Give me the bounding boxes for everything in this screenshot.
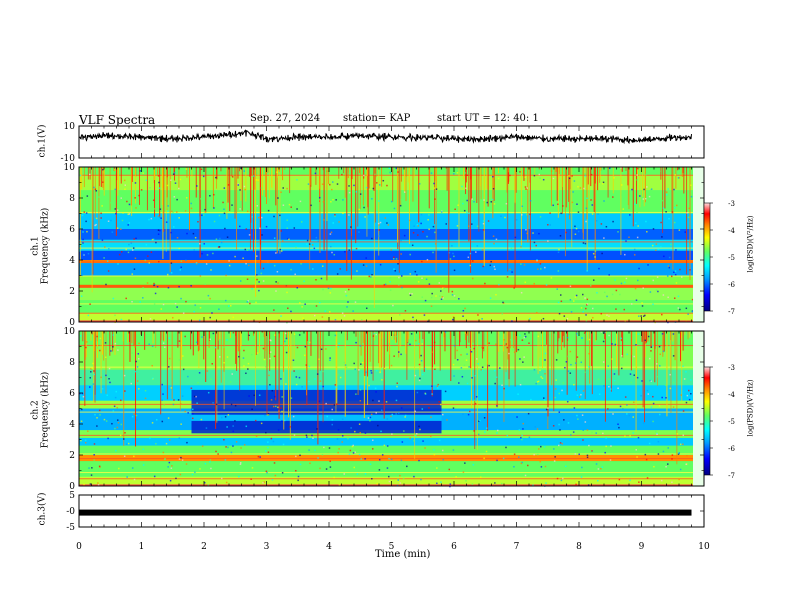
xtick-label: 8 — [576, 542, 582, 552]
ytick-label: 6 — [69, 225, 75, 235]
ytick-label: 4 — [69, 256, 75, 266]
colorbar-tick-label: -6 — [728, 281, 735, 289]
xtick-label: 0 — [76, 542, 82, 552]
x-axis-label: Time (min) — [375, 549, 431, 560]
xtick-label: 5 — [389, 542, 395, 552]
colorbar-ticks: -3 -4 -5 -6 -7 -3 -4 -5 -6 -7 — [710, 200, 736, 480]
colorbar-ch2 — [703, 366, 711, 476]
colorbar-tick-label: -7 — [728, 308, 735, 316]
colorbar-tick-label: -5 — [728, 254, 735, 262]
ytick-label: 2 — [69, 287, 75, 297]
header-date: Sep. 27, 2024 — [250, 113, 321, 124]
chart-title: VLF Spectra — [79, 113, 156, 127]
colorbar-tick-label: -6 — [728, 445, 735, 453]
spectrogram-ch1 — [79, 167, 704, 324]
ytick-label: 0 — [69, 482, 75, 492]
ytick-label: 0 — [69, 318, 75, 328]
ytick-label: 8 — [69, 194, 75, 204]
ytick-label: 10 — [64, 163, 76, 173]
colorbar-ch1 — [703, 202, 711, 312]
ch1-trace — [78, 129, 692, 145]
xtick-label: 7 — [514, 542, 520, 552]
ch3-trace — [79, 509, 692, 516]
ytick-label: 2 — [69, 451, 75, 461]
colorbar-tick-label: -4 — [728, 227, 735, 235]
ytick-label: 4 — [69, 420, 75, 430]
xtick-label: 1 — [139, 542, 145, 552]
xtick-label: 10 — [698, 542, 710, 552]
ytick-label: 10 — [64, 327, 76, 337]
xtick-label: 6 — [451, 542, 457, 552]
colorbar-tick-label: -4 — [728, 391, 735, 399]
xtick-label: 4 — [326, 542, 332, 552]
ytick-label: -5 — [66, 523, 75, 533]
colorbar-tick-label: -7 — [728, 472, 735, 480]
xtick-label: 2 — [201, 542, 207, 552]
ytick-label: 5 — [69, 491, 75, 501]
header-start-ut: start UT = 12: 40: 1 — [437, 113, 539, 124]
ytick-label: 10 — [64, 122, 76, 132]
xtick-label: 3 — [264, 542, 270, 552]
waveform-ch3 — [79, 509, 692, 516]
colorbar-tick-label: -3 — [728, 200, 735, 208]
ytick-label: 6 — [69, 389, 75, 399]
spectrogram-ch2 — [79, 331, 704, 488]
ytick-label: -0 — [66, 507, 75, 517]
ytick-label: -10 — [61, 154, 76, 164]
waveform-ch1 — [78, 129, 692, 145]
colorbar-tick-label: -3 — [728, 364, 735, 372]
xtick-label: 9 — [639, 542, 645, 552]
colorbar-tick-label: -5 — [728, 418, 735, 426]
ytick-label: 8 — [69, 358, 75, 368]
header-station: station= KAP — [343, 113, 411, 124]
